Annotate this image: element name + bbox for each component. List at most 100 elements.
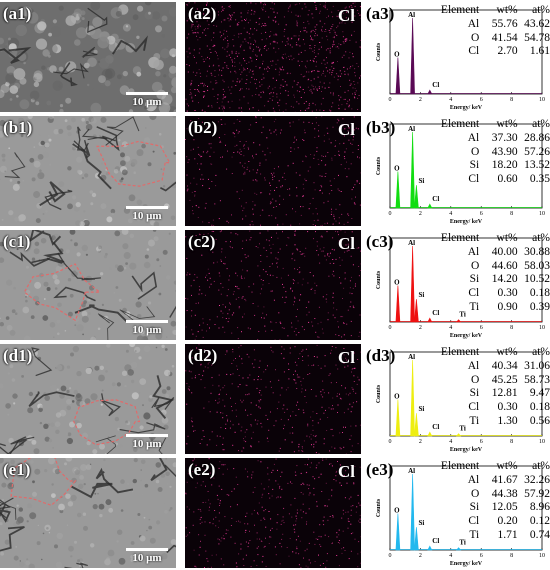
wt-percent-cell: 37.30 bbox=[491, 131, 518, 144]
table-row: Si 12.05 8.96 bbox=[436, 501, 550, 515]
x-tick-label: 10 bbox=[539, 553, 545, 559]
x-tick-label: 8 bbox=[510, 211, 513, 217]
peak-label: Al bbox=[408, 353, 415, 361]
wt-percent-cell: 44.38 bbox=[491, 487, 518, 500]
peak-label: O bbox=[394, 279, 400, 287]
x-tick-label: 4 bbox=[449, 439, 452, 445]
at-percent-cell: 0.39 bbox=[529, 300, 550, 313]
x-tick-label: 4 bbox=[449, 553, 452, 559]
table-row: O 44.38 57.92 bbox=[436, 488, 550, 502]
figure-row: (b1) 10 μm (b2) Cl 0 2 4 6 8 10 Counts Energy/ keV O… bbox=[0, 116, 550, 226]
element-cell: Cl bbox=[468, 401, 480, 414]
peak-label: Ti bbox=[459, 311, 466, 319]
figure-row: (c1) 10 μm (c2) Cl 0 2 4 6 8 10 Counts Energy/ keV O… bbox=[0, 230, 550, 340]
x-tick-label: 8 bbox=[510, 325, 513, 331]
x-tick-label: 6 bbox=[480, 325, 483, 331]
peak-label: O bbox=[394, 165, 400, 173]
sem-micrograph: (b1) 10 μm bbox=[0, 116, 176, 226]
spectrum-peak bbox=[395, 513, 401, 551]
x-tick-label: 10 bbox=[539, 97, 545, 103]
element-cell: O bbox=[470, 31, 480, 44]
table-row: Ti 1.71 0.74 bbox=[436, 529, 550, 543]
x-tick-label: 0 bbox=[389, 439, 392, 445]
scale-bar-line bbox=[126, 92, 168, 95]
panel-label: (a3) bbox=[366, 4, 395, 23]
table-header-cell: wt% bbox=[496, 346, 518, 358]
at-percent-cell: 13.52 bbox=[524, 159, 550, 172]
cl-map-dots bbox=[185, 344, 361, 454]
table-header-cell: Element bbox=[440, 118, 480, 130]
panel-label: (a2) bbox=[188, 4, 217, 23]
element-cell: Al bbox=[467, 473, 480, 486]
x-axis-label: Energy/ keV bbox=[450, 219, 483, 225]
at-percent-cell: 32.26 bbox=[524, 473, 550, 486]
peak-label: O bbox=[394, 393, 400, 401]
table-header-cell: Element bbox=[440, 232, 480, 244]
element-cell: O bbox=[470, 373, 480, 386]
spectrum-peak bbox=[395, 399, 401, 437]
at-percent-cell: 10.52 bbox=[524, 273, 550, 286]
peak-label: Cl bbox=[432, 81, 439, 89]
x-tick-label: 0 bbox=[389, 325, 392, 331]
cl-element-map: (d2) Cl bbox=[185, 344, 361, 454]
table-row: Si 12.81 9.47 bbox=[436, 387, 550, 401]
wt-percent-cell: 41.67 bbox=[491, 473, 518, 486]
y-axis-label: Counts bbox=[376, 156, 382, 175]
at-percent-cell: 0.12 bbox=[529, 515, 550, 528]
panel-label: (e1) bbox=[3, 460, 31, 479]
x-tick-label: 8 bbox=[510, 439, 513, 445]
table-header-cell: at% bbox=[532, 460, 550, 472]
peak-label: Cl bbox=[432, 195, 439, 203]
element-map-label: Cl bbox=[338, 348, 355, 367]
corrosion-region-outline bbox=[96, 140, 171, 187]
table-row: O 45.25 58.73 bbox=[436, 374, 550, 388]
figure-row: (a1) 10 μm (a2) Cl 0 2 4 6 8 10 Counts Energy/ keV O… bbox=[0, 2, 550, 112]
scale-bar-text: 10 μm bbox=[132, 324, 162, 336]
cl-map-dots bbox=[185, 2, 361, 112]
x-tick-label: 6 bbox=[480, 553, 483, 559]
wt-percent-cell: 14.20 bbox=[491, 273, 518, 286]
corrosion-region-outline bbox=[23, 263, 102, 322]
x-axis-label: Energy/ keV bbox=[450, 561, 483, 567]
table-row: Cl 0.30 0.18 bbox=[436, 287, 550, 301]
composition-table: Element wt% at% Al 40.00 30.88 O 44.60 58.03 Si 14… bbox=[436, 232, 550, 315]
panel-label: (d3) bbox=[366, 346, 396, 365]
at-percent-cell: 1.61 bbox=[529, 45, 550, 58]
peak-label: O bbox=[394, 51, 400, 59]
x-tick-label: 4 bbox=[449, 97, 452, 103]
table-row: Al 37.30 28.86 bbox=[436, 132, 550, 146]
panel-label: (b1) bbox=[3, 118, 33, 137]
table-row: Si 14.20 10.52 bbox=[436, 273, 550, 287]
table-row: O 41.54 54.78 bbox=[436, 32, 550, 46]
table-header-cell: wt% bbox=[496, 4, 518, 16]
element-cell: Al bbox=[467, 359, 480, 372]
at-percent-cell: 0.35 bbox=[529, 173, 550, 186]
wt-percent-cell: 12.81 bbox=[491, 387, 518, 400]
table-header-cell: Element bbox=[440, 4, 480, 16]
scale-bar-text: 10 μm bbox=[132, 438, 162, 450]
x-tick-label: 10 bbox=[539, 211, 545, 217]
peak-label: O bbox=[394, 507, 400, 515]
composition-table-grid: Element wt% at% Al 55.76 43.62 O 41.54 54.78 Cl 2.… bbox=[436, 4, 550, 59]
spectrum-peak bbox=[410, 17, 415, 95]
at-percent-cell: 0.18 bbox=[529, 287, 550, 300]
element-cell: Si bbox=[469, 273, 480, 286]
scale-bar-line bbox=[126, 320, 168, 323]
panel-label: (b2) bbox=[188, 118, 218, 137]
sem-micrograph: (c1) 10 μm bbox=[0, 230, 176, 340]
x-tick-label: 10 bbox=[539, 325, 545, 331]
scale-bar: 10 μm bbox=[126, 92, 168, 108]
x-tick-label: 0 bbox=[389, 97, 392, 103]
spectrum-peak bbox=[414, 413, 419, 437]
element-cell: Cl bbox=[468, 45, 480, 58]
wt-percent-cell: 0.60 bbox=[497, 173, 518, 186]
composition-table: Element wt% at% Al 55.76 43.62 O 41.54 54.78 Cl 2.… bbox=[436, 4, 550, 59]
eds-spectrum: 0 2 4 6 8 10 Counts Energy/ keV O Al Si Cl Ti (e3) Ele… bbox=[366, 458, 550, 568]
table-header-cell: at% bbox=[532, 346, 550, 358]
corrosion-region-outline bbox=[10, 458, 77, 506]
x-axis-label: Energy/ keV bbox=[450, 105, 483, 111]
plot-frame bbox=[389, 237, 543, 323]
